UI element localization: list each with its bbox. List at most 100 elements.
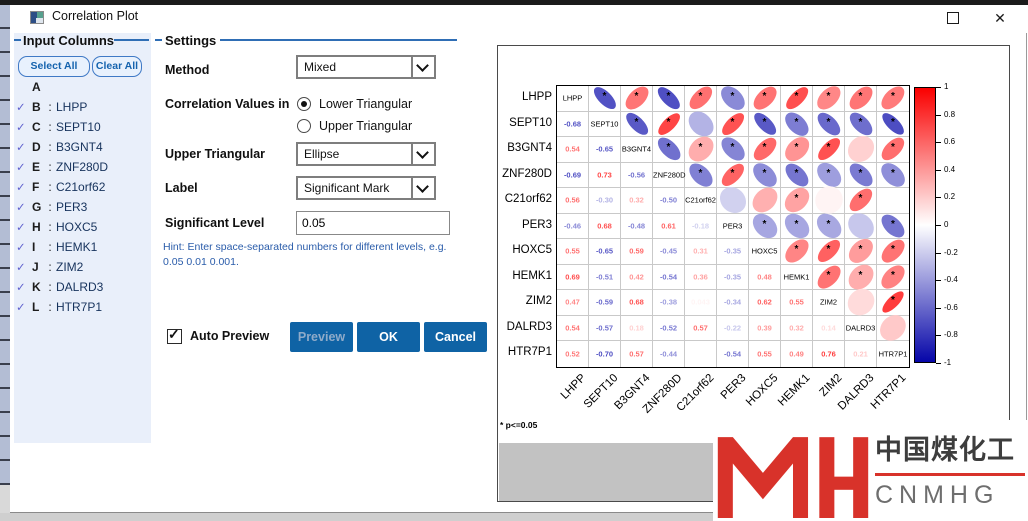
correlation-value: -0.54 [659,272,678,282]
check-icon: ✓ [16,282,26,294]
matrix-cell-C21orf62-HTR7P1 [877,188,909,214]
column-separator: : [48,240,52,254]
clear-all-button[interactable]: Clear All [92,56,142,77]
select-all-button[interactable]: Select All [18,56,90,77]
column-item-B3GNT4[interactable]: ✓ D: B3GNT4 [16,137,148,157]
matrix-cell-ZNF280D-HTR7P1: * [876,158,910,192]
radio-lower-triangular-label[interactable]: Lower Triangular [319,97,413,111]
column-item-LHPP[interactable]: ✓ B: LHPP [16,97,148,117]
matrix-cell-HTR7P1-ZNF280D: -0.44 [653,341,685,367]
correlation-value: -0.65 [595,144,614,154]
correlation-value: -0.65 [595,246,614,256]
significance-star-icon: * [891,244,895,256]
column-item-PER3[interactable]: ✓ G: PER3 [16,197,148,217]
row-label-ZIM2: ZIM2 [525,295,552,308]
column-separator: : [48,280,52,294]
title-bar[interactable] [10,5,1027,33]
preview-button[interactable]: Preview [290,322,353,352]
colorbar-tick-label: -0.8 [944,330,958,340]
radio-upper-triangular[interactable] [297,119,311,133]
column-name: ZIM2 [56,260,84,274]
matrix-cell-ZNF280D-HEMK1: * [780,159,813,191]
significance-star-icon: * [762,116,767,128]
matrix-cell-DALRD3-SEPT10: -0.57 [589,315,621,341]
correlation-value: 0.54 [565,144,580,154]
matrix-cell-ZIM2-PER3: -0.34 [717,290,749,316]
colorbar-tick-label: -0.6 [944,302,958,312]
matrix-cell-PER3-PER3: PER3 [717,213,749,239]
auto-preview-label[interactable]: Auto Preview [190,329,270,343]
watermark-text: 中国煤化工 CNMHG [875,428,1025,510]
significance-star-icon: * [826,142,831,154]
method-combo-button[interactable] [411,57,434,77]
significance-star-icon: * [794,193,799,205]
matrix-cell-ZIM2-HEMK1: 0.55 [781,290,813,316]
radio-lower-triangular[interactable] [297,97,311,111]
colorbar-tick-line [936,363,941,364]
matrix-cell-DALRD3-DALRD3: DALRD3 [845,315,877,341]
matrix-cell-PER3-C21orf62: -0.18 [685,213,717,239]
settings-rule-right [220,39,457,41]
column-item-HEMK1[interactable]: ✓ I: HEMK1 [16,237,148,257]
column-item-HOXC5[interactable]: ✓ H: HOXC5 [16,217,148,237]
check-icon: ✓ [16,222,26,234]
column-letter: L [32,300,40,314]
matrix-cell-LHPP-ZIM2: * [812,82,845,115]
column-item-A[interactable]: A [16,77,148,97]
column-item-ZNF280D[interactable]: ✓ E: ZNF280D [16,157,148,177]
ok-button[interactable]: OK [357,322,420,352]
significance-star-icon: * [698,142,703,154]
colorbar-tick-line [936,225,941,226]
maximize-button[interactable] [938,8,968,28]
matrix-cell-HOXC5-SEPT10: -0.65 [589,239,621,265]
significance-star-icon: * [666,116,671,128]
matrix-cell-HEMK1-HOXC5: 0.48 [749,264,781,290]
column-item-C21orf62[interactable]: ✓ F: C21orf62 [16,177,148,197]
correlation-ellipse [747,182,782,218]
correlation-value: -0.22 [723,323,742,333]
background-below-dialog [0,513,1028,521]
matrix-cell-ZIM2-C21orf62: 0.043 [685,290,717,316]
correlation-value: 0.14 [821,323,836,333]
significance-star-icon: * [891,142,895,154]
radio-upper-triangular-label[interactable]: Upper Triangular [319,119,413,133]
diagonal-variable-name: HTR7P1 [878,349,908,359]
label-combobox[interactable]: Significant Mark [296,176,436,200]
row-label-HTR7P1: HTR7P1 [507,346,552,359]
diagonal-variable-name: ZNF280D [653,170,686,180]
significance-star-icon: * [730,116,735,128]
cancel-button[interactable]: Cancel [424,322,487,352]
upper-triangular-combobox[interactable]: Ellipse [296,142,436,166]
watermark-divider [875,473,1025,476]
correlation-value: 0.68 [629,297,644,307]
label-combo-button[interactable] [411,178,434,198]
matrix-cell-ZNF280D-ZNF280D: ZNF280D [653,162,686,188]
upper-triangular-combo-button[interactable] [411,144,434,164]
close-button[interactable]: ✕ [985,8,1015,28]
column-letter: C [32,120,41,134]
significance-star-icon: * [891,91,895,103]
watermark-cn-text: 中国煤化工 [875,435,1015,465]
auto-preview-checkbox[interactable]: ✓ [167,326,182,344]
correlation-value: 0.61 [661,221,676,231]
matrix-cell-C21orf62-C21orf62: C21orf62 [685,188,717,214]
significant-level-input[interactable] [296,211,450,235]
significance-star-icon: * [730,142,735,154]
matrix-cell-C21orf62-HOXC5 [747,182,782,218]
matrix-cell-LHPP-DALRD3: * [844,82,877,114]
matrix-cell-ZIM2-HTR7P1: * [877,288,909,317]
column-item-ZIM2[interactable]: ✓ J: ZIM2 [16,257,148,277]
correlation-value: -0.70 [595,349,614,359]
column-item-SEPT10[interactable]: ✓ C: SEPT10 [16,117,148,137]
correlation-value: 0.52 [565,349,580,359]
matrix-cell-ZNF280D-LHPP: -0.69 [557,162,589,188]
method-combobox[interactable]: Mixed [296,55,436,79]
column-item-HTR7P1[interactable]: ✓ L: HTR7P1 [16,297,148,317]
significance-star-icon: * [858,91,863,103]
correlation-matrix: LHPP * * * * * * * * * * -0.68 SEPT10 * * * * * * * * 0.54 -0.… [556,82,912,368]
column-item-DALRD3[interactable]: ✓ K: DALRD3 [16,277,148,297]
correlation-value: 0.68 [597,221,612,231]
matrix-cell-LHPP-C21orf62: * [685,82,717,114]
row-label-HEMK1: HEMK1 [512,269,552,282]
significance-star-icon: * [858,116,863,128]
